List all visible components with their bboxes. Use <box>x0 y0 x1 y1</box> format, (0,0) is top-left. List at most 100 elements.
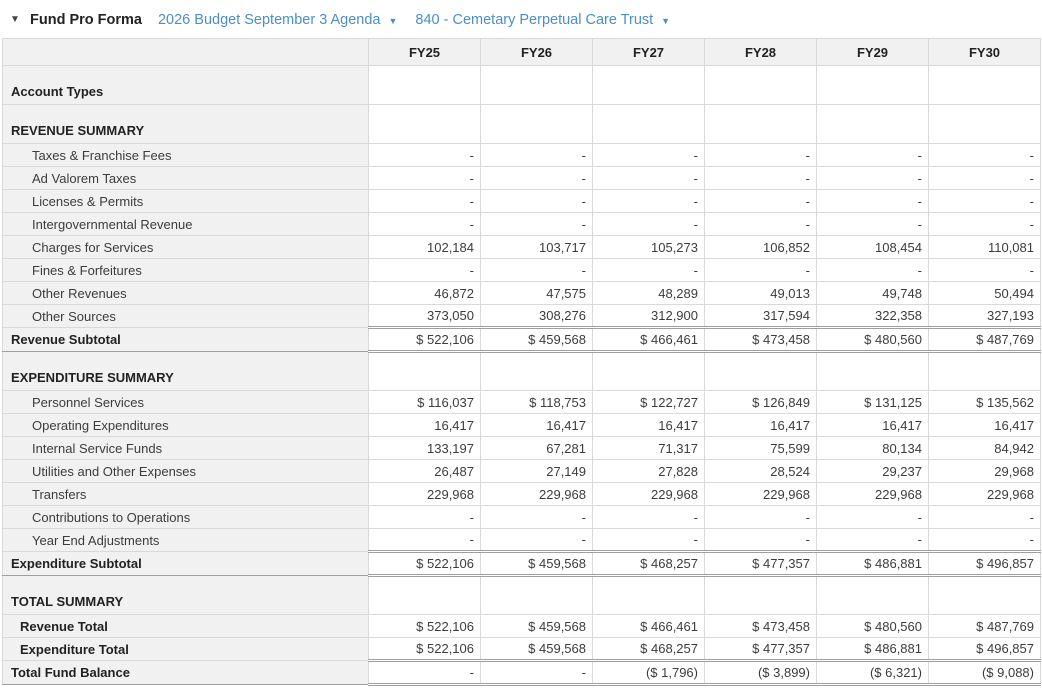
table-row: Ad Valorem Taxes - - - - - - <box>2 166 1041 190</box>
cell-value: - <box>480 659 593 686</box>
fund-selector-dropdown[interactable]: 840 - Cemetary Perpetual Care Trust ▼ <box>415 12 670 28</box>
cell-value: 16,417 <box>704 413 817 437</box>
table-row: Transfers 229,968 229,968 229,968 229,968 229… <box>2 482 1041 506</box>
cell-value: $ 468,257 <box>592 637 705 661</box>
table-row: Year End Adjustments - - - - - - <box>2 528 1041 552</box>
cell-value: - <box>480 166 593 190</box>
table-row: Expenditure Subtotal $ 522,106 $ 459,568 $ … <box>2 550 1041 577</box>
cell-value <box>592 104 705 144</box>
table-row: Revenue Total $ 522,106 $ 459,568 $ 466,461… <box>2 614 1041 638</box>
cell-value: 133,197 <box>368 436 481 460</box>
cell-value: 16,417 <box>592 413 705 437</box>
cell-value <box>928 575 1041 615</box>
cell-value: 29,968 <box>928 459 1041 483</box>
cell-value: - <box>928 143 1041 167</box>
cell-value: - <box>480 212 593 236</box>
cell-value: 16,417 <box>816 413 929 437</box>
cell-value <box>592 65 705 105</box>
row-label: Ad Valorem Taxes <box>2 166 369 190</box>
cell-value: $ 486,881 <box>816 550 929 577</box>
cell-value: 108,454 <box>816 235 929 259</box>
cell-value <box>592 575 705 615</box>
row-label: Other Sources <box>2 304 369 328</box>
cell-value: 27,828 <box>592 459 705 483</box>
table-row: Contributions to Operations - - - - - - <box>2 505 1041 529</box>
cell-value: $ 487,769 <box>928 614 1041 638</box>
cell-value: - <box>816 505 929 529</box>
row-label: Taxes & Franchise Fees <box>2 143 369 167</box>
table-row: Personnel Services $ 116,037 $ 118,753 $ 12… <box>2 390 1041 414</box>
fund-table-body: Account Types REVENUE SUMMARY Taxes & Fran… <box>2 65 1041 686</box>
table-row: Intergovernmental Revenue - - - - - - <box>2 212 1041 236</box>
cell-value: - <box>816 212 929 236</box>
row-label: Account Types <box>2 65 369 105</box>
cell-value: - <box>368 143 481 167</box>
cell-value: - <box>480 505 593 529</box>
cell-value: - <box>816 258 929 282</box>
cell-value <box>816 575 929 615</box>
column-header: FY29 <box>816 38 929 66</box>
table-row: REVENUE SUMMARY <box>2 104 1041 144</box>
row-label: Transfers <box>2 482 369 506</box>
cell-value: 27,149 <box>480 459 593 483</box>
row-label: Charges for Services <box>2 235 369 259</box>
cell-value: $ 459,568 <box>480 614 593 638</box>
row-label: EXPENDITURE SUMMARY <box>2 351 369 391</box>
row-label: Total Fund Balance <box>2 660 369 685</box>
cell-value: - <box>368 189 481 213</box>
table-row: Account Types <box>2 65 1041 105</box>
cell-value: 105,273 <box>592 235 705 259</box>
cell-value: 46,872 <box>368 281 481 305</box>
row-label: Licenses & Permits <box>2 189 369 213</box>
column-header-row: FY25 FY26 FY27 FY28 FY29 FY30 <box>2 38 1041 66</box>
table-row: Fines & Forfeitures - - - - - - <box>2 258 1041 282</box>
row-label: Revenue Total <box>2 614 369 638</box>
cell-value: 84,942 <box>928 436 1041 460</box>
table-row: Other Sources 373,050 308,276 312,900 317,59… <box>2 304 1041 328</box>
cell-value: - <box>368 212 481 236</box>
cell-value: 229,968 <box>368 482 481 506</box>
toolbar: ▼ Fund Pro Forma 2026 Budget September 3… <box>0 0 1042 38</box>
table-row: Taxes & Franchise Fees - - - - - - <box>2 143 1041 167</box>
cell-value: $ 487,769 <box>928 326 1041 353</box>
cell-value: $ 522,106 <box>368 614 481 638</box>
cell-value: 229,968 <box>480 482 593 506</box>
cell-value <box>480 65 593 105</box>
row-label: Expenditure Total <box>2 637 369 661</box>
fund-proforma-table: FY25 FY26 FY27 FY28 FY29 FY30 Account Types RE… <box>2 38 1041 686</box>
cell-value <box>816 104 929 144</box>
cell-value: $ 473,458 <box>704 326 817 353</box>
cell-value: - <box>928 505 1041 529</box>
cell-value: 71,317 <box>592 436 705 460</box>
column-header: FY27 <box>592 38 705 66</box>
cell-value: 229,968 <box>704 482 817 506</box>
cell-value: $ 466,461 <box>592 614 705 638</box>
cell-value: 327,193 <box>928 304 1041 328</box>
table-row: TOTAL SUMMARY <box>2 575 1041 615</box>
cell-value: - <box>368 659 481 686</box>
cell-value: - <box>928 166 1041 190</box>
collapse-section-icon[interactable]: ▼ <box>10 14 20 25</box>
cell-value: - <box>816 189 929 213</box>
cell-value: ($ 6,321) <box>816 659 929 686</box>
row-label: Year End Adjustments <box>2 528 369 552</box>
cell-value: 16,417 <box>480 413 593 437</box>
table-row: Expenditure Total $ 522,106 $ 459,568 $ 468… <box>2 637 1041 661</box>
budget-selector-dropdown[interactable]: 2026 Budget September 3 Agenda ▼ <box>158 12 397 28</box>
cell-value <box>704 351 817 391</box>
row-label: TOTAL SUMMARY <box>2 575 369 615</box>
row-label: Personnel Services <box>2 390 369 414</box>
table-row: Revenue Subtotal $ 522,106 $ 459,568 $ 466,… <box>2 326 1041 353</box>
cell-value: $ 466,461 <box>592 326 705 353</box>
cell-value: 67,281 <box>480 436 593 460</box>
row-label: Intergovernmental Revenue <box>2 212 369 236</box>
cell-value: $ 496,857 <box>928 550 1041 577</box>
cell-value: $ 459,568 <box>480 637 593 661</box>
page-title: Fund Pro Forma <box>30 11 142 28</box>
cell-value: - <box>704 505 817 529</box>
cell-value: $ 135,562 <box>928 390 1041 414</box>
cell-value: 80,134 <box>816 436 929 460</box>
cell-value <box>928 104 1041 144</box>
column-header: FY28 <box>704 38 817 66</box>
cell-value: $ 486,881 <box>816 637 929 661</box>
